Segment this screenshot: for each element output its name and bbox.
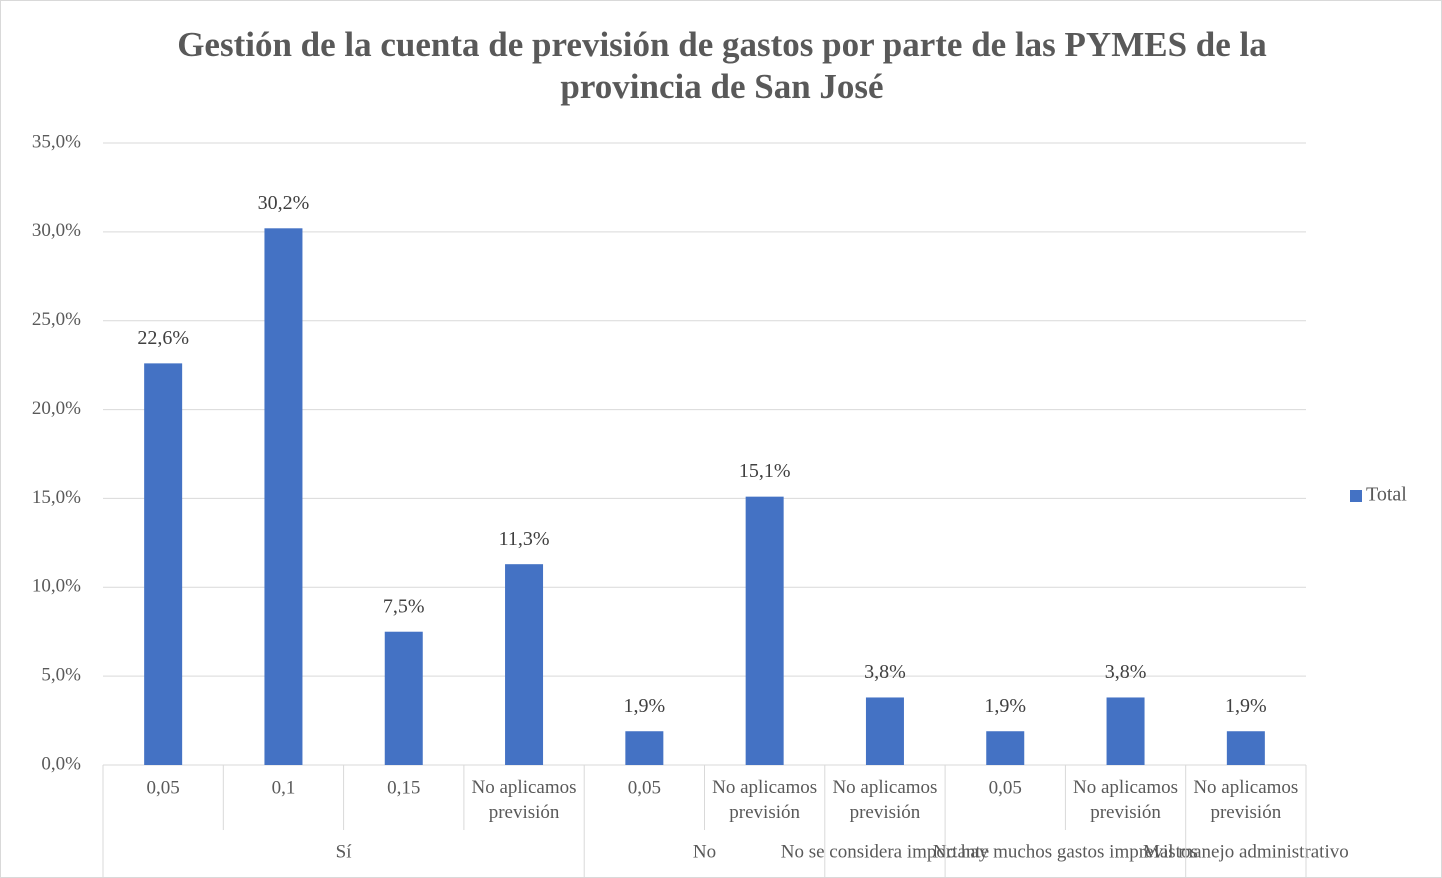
- y-tick-label: 25,0%: [32, 309, 81, 330]
- x-tick-label: 0,15: [387, 777, 420, 798]
- bar: [264, 228, 303, 765]
- y-tick-label: 35,0%: [32, 131, 81, 152]
- data-label: 30,2%: [258, 192, 310, 214]
- data-label: 1,9%: [1225, 695, 1267, 717]
- legend-swatch: [1350, 490, 1362, 502]
- group-label: No: [693, 841, 716, 862]
- x-tick-label: No aplicamos previsión: [832, 777, 937, 823]
- group-label: Sí: [336, 841, 353, 862]
- legend-label: Total: [1366, 484, 1407, 506]
- x-tick-label: 0,1: [272, 777, 296, 798]
- bar: [505, 564, 544, 765]
- x-tick-label: 0,05: [628, 777, 661, 798]
- data-label: 1,9%: [984, 695, 1026, 717]
- bar: [745, 496, 784, 765]
- data-label: 15,1%: [739, 460, 791, 482]
- y-tick-label: 10,0%: [32, 576, 81, 597]
- x-tick-label: No aplicamos previsión: [472, 777, 577, 823]
- chart-title: Gestión de la cuenta de previsión de gas…: [177, 25, 1267, 106]
- data-label: 7,5%: [383, 595, 425, 617]
- data-label: 22,6%: [137, 327, 189, 349]
- y-tick-label: 30,0%: [32, 220, 81, 241]
- x-tick-label: 0,05: [989, 777, 1022, 798]
- y-tick-label: 0,0%: [41, 753, 81, 774]
- data-label: 3,8%: [1105, 661, 1147, 683]
- bar: [384, 631, 423, 765]
- bar: [1226, 731, 1265, 765]
- x-tick-label: No aplicamos previsión: [1073, 777, 1178, 823]
- data-label: 11,3%: [499, 528, 550, 550]
- y-tick-label: 20,0%: [32, 398, 81, 419]
- y-tick-label: 15,0%: [32, 487, 81, 508]
- group-label: No hay muchos gastos imprevistos: [933, 841, 1198, 862]
- group-label: No se considera importante: [781, 841, 989, 862]
- data-label: 3,8%: [864, 661, 906, 683]
- group-label: Mal manejo administrativo: [1143, 841, 1349, 862]
- bar: [865, 697, 904, 765]
- bar: [986, 731, 1025, 765]
- data-label: 1,9%: [624, 695, 666, 717]
- x-tick-label: 0,05: [147, 777, 180, 798]
- bar: [144, 363, 183, 765]
- x-tick-label: No aplicamos previsión: [712, 777, 817, 823]
- bar: [1106, 697, 1145, 765]
- bar: [625, 731, 664, 765]
- y-tick-label: 5,0%: [41, 665, 81, 686]
- x-tick-label: No aplicamos previsión: [1193, 777, 1298, 823]
